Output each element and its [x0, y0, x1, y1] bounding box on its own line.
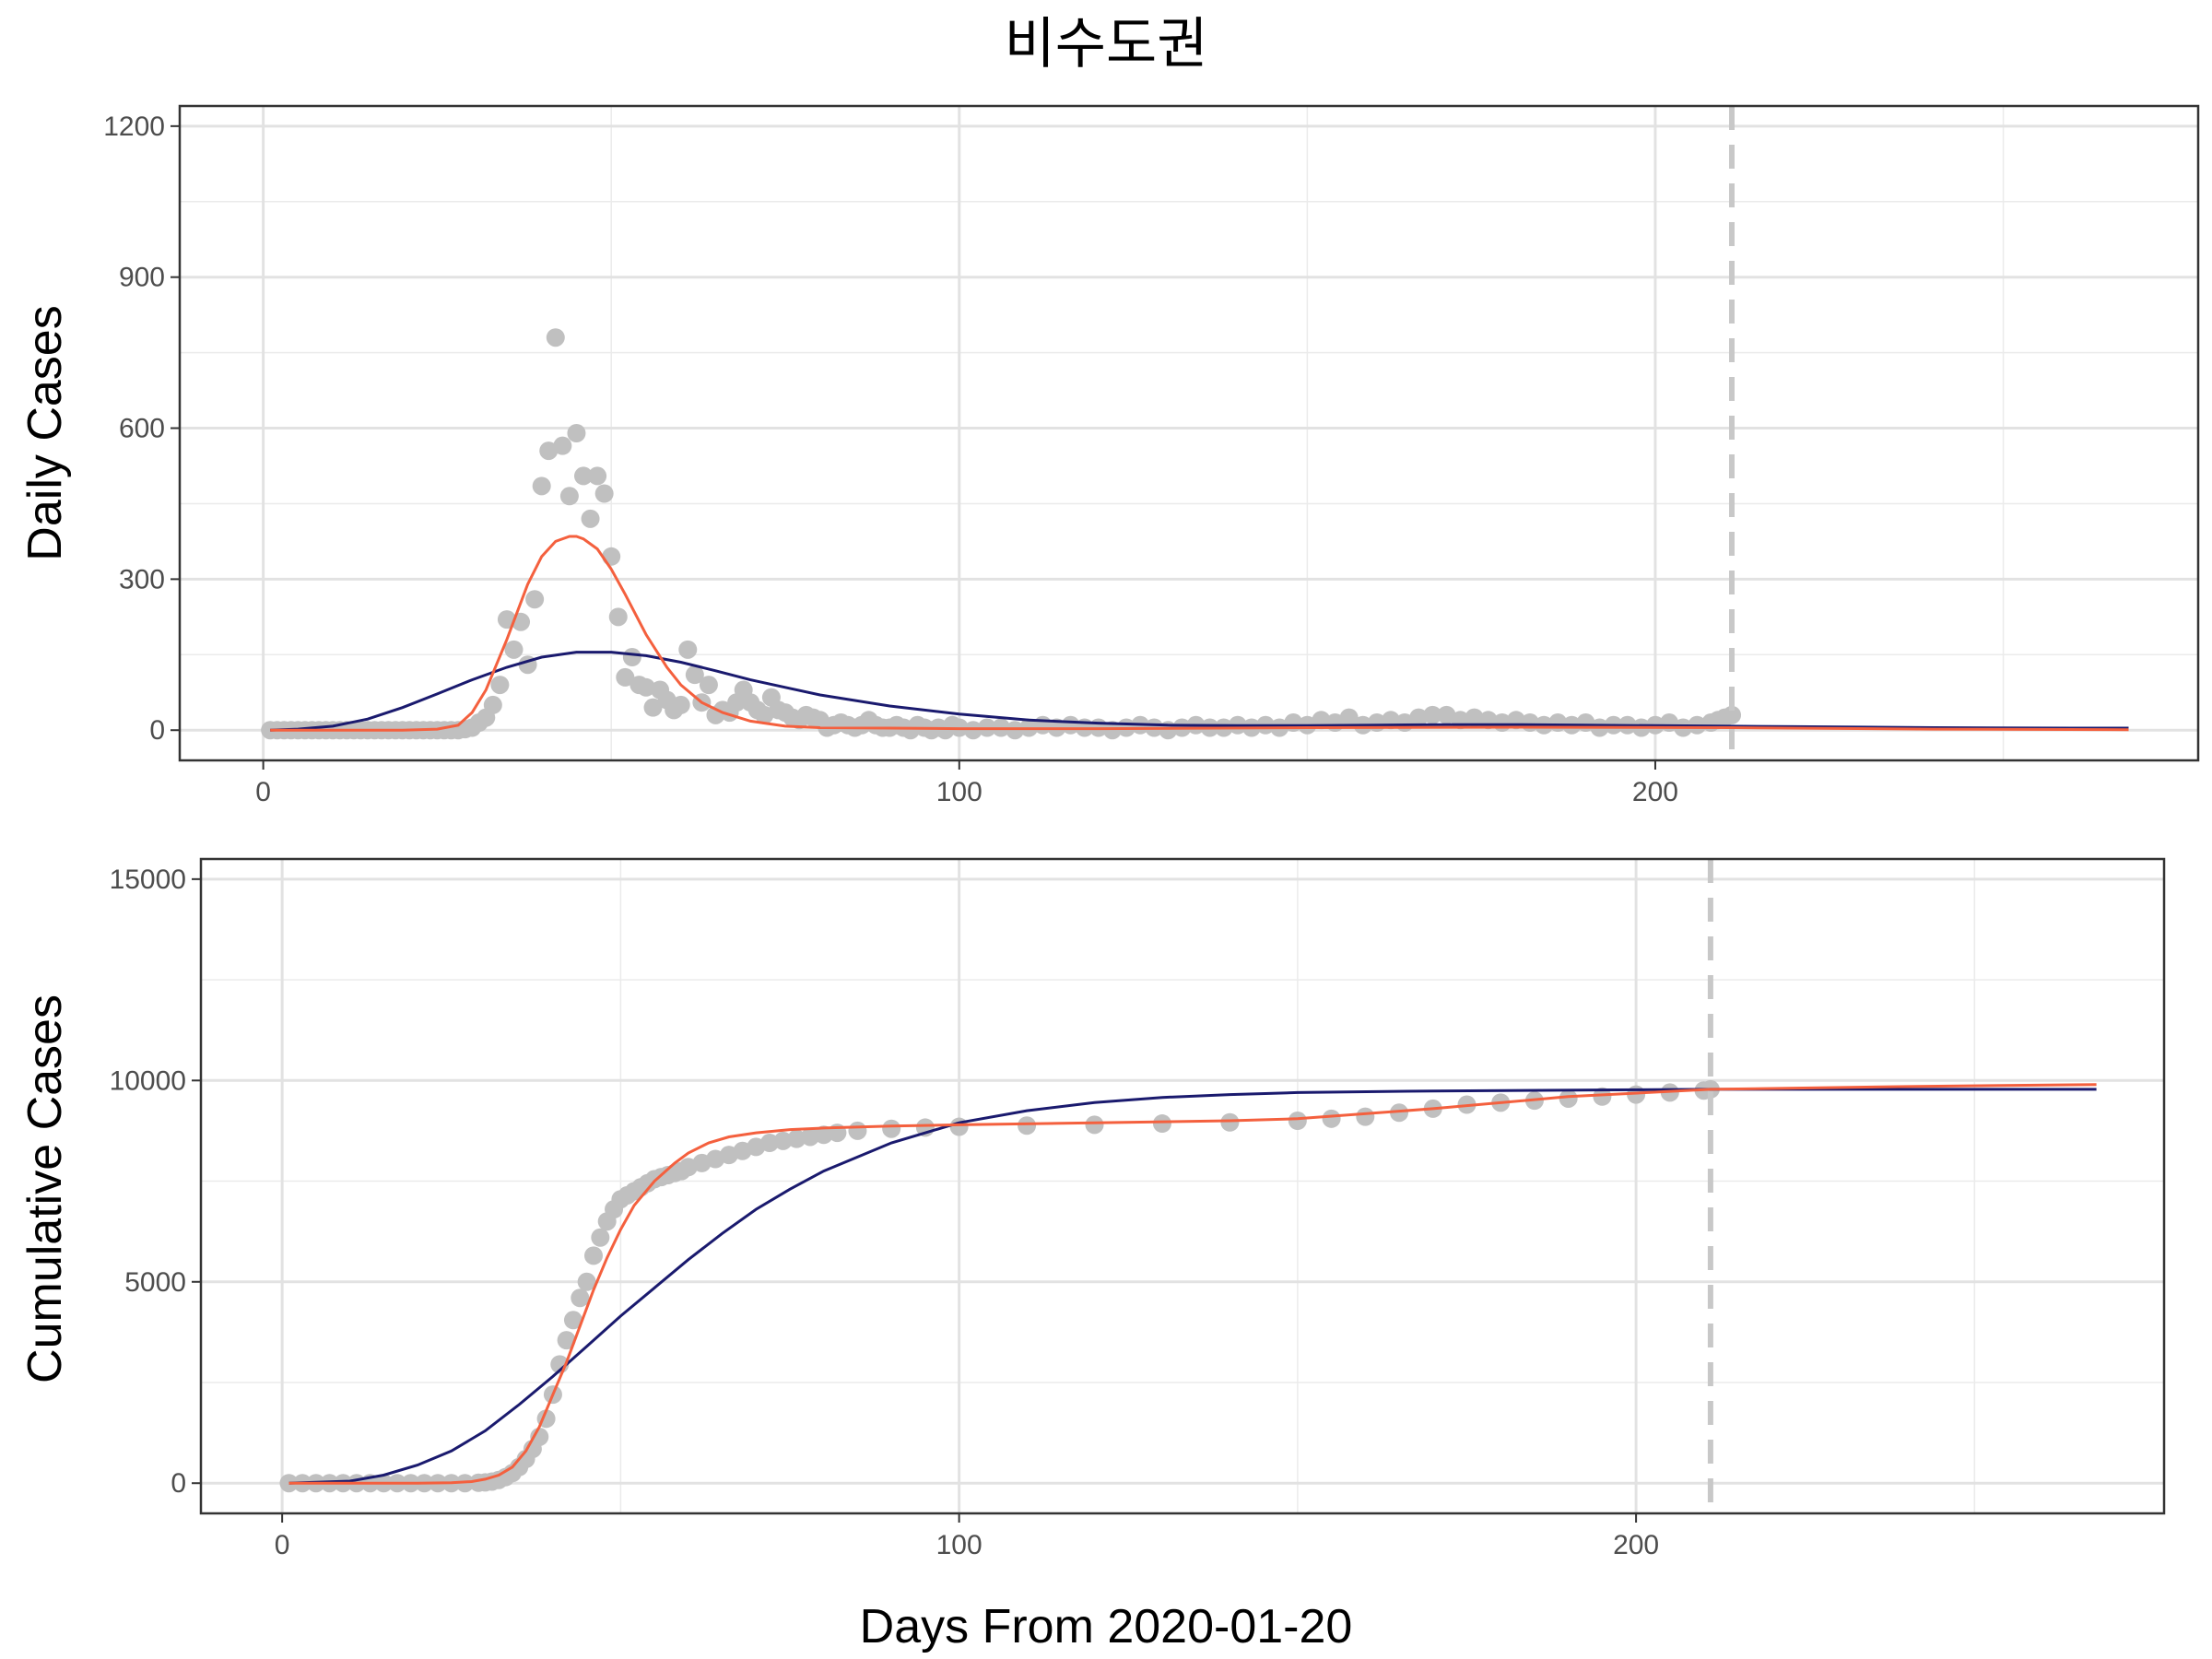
daily-data-point	[574, 466, 593, 486]
cumulative-data-point	[577, 1272, 596, 1291]
daily-data-point	[567, 424, 586, 442]
cumulative-data-point	[563, 1311, 582, 1330]
cumulative-data-point	[1152, 1114, 1171, 1134]
daily-data-point	[539, 441, 559, 461]
cumulative-x-tick-label: 200	[1613, 1530, 1659, 1560]
daily-data-point	[755, 705, 774, 724]
daily-data-point	[643, 698, 663, 717]
cumulative-data-point	[557, 1331, 576, 1350]
daily-x-tick-label: 200	[1632, 777, 1678, 807]
daily-data-point	[1102, 721, 1122, 740]
daily-data-point	[553, 436, 572, 455]
cumulative-data-point	[801, 1127, 820, 1147]
cumulative-data-point	[279, 1474, 299, 1493]
daily-y-tick-label: 1200	[103, 112, 165, 142]
cumulative-data-point	[1322, 1109, 1341, 1128]
daily-data-point	[636, 677, 655, 697]
daily-x-tick-label: 0	[255, 777, 271, 807]
daily-data-point	[483, 695, 502, 714]
daily-y-tick-label: 0	[149, 715, 165, 746]
cumulative-data-point	[814, 1125, 833, 1145]
daily-data-point	[1723, 705, 1742, 724]
cumulative-data-point	[584, 1246, 603, 1265]
daily-y-tick-label: 300	[119, 564, 165, 594]
daily-data-point	[1437, 705, 1456, 724]
cumulative-data-point	[1085, 1115, 1104, 1135]
cumulative-data-point	[1018, 1116, 1037, 1135]
cumulative-data-point	[773, 1131, 793, 1150]
daily-data-point	[532, 477, 551, 496]
cumulative-cases-panel: Cumulative Cases 0 5000 10000 15000 0 100 200	[18, 857, 2166, 1560]
daily-data-point	[525, 590, 545, 609]
cumulative-data-point	[1593, 1087, 1612, 1106]
cumulative-x-tick-label: 100	[936, 1530, 982, 1560]
cumulative-data-point	[1390, 1103, 1409, 1123]
cumulative-data-point	[1356, 1107, 1375, 1126]
daily-fit-line-navy	[270, 651, 2129, 732]
daily-data-point	[1409, 708, 1429, 727]
x-axis-label: Days From 2020-01-20	[860, 1600, 1353, 1653]
daily-panel-border	[178, 104, 2200, 762]
cumulative-fit-line-orange	[288, 1083, 2097, 1485]
cumulative-fit-line-navy	[288, 1088, 2097, 1485]
daily-data-point	[504, 640, 524, 659]
daily-data-point	[490, 676, 510, 695]
cumulative-y-tick-label: 0	[171, 1468, 186, 1499]
cumulative-data-point	[848, 1121, 867, 1140]
daily-data-point	[594, 484, 614, 503]
daily-data-point	[685, 665, 704, 685]
daily-data-point	[616, 667, 635, 687]
figure-title: 비수도권	[1005, 12, 1208, 76]
daily-data-point	[581, 509, 600, 528]
cumulative-x-tick-label: 0	[275, 1530, 290, 1560]
daily-data-point	[602, 547, 621, 566]
daily-data-point	[671, 695, 690, 714]
daily-data-point	[546, 328, 565, 347]
daily-data-point	[678, 640, 698, 659]
daily-fit-line-orange	[270, 535, 2129, 732]
daily-data-point	[559, 487, 579, 506]
daily-data-point	[608, 607, 628, 627]
daily-data-point	[963, 721, 982, 740]
daily-data-point	[1339, 708, 1359, 727]
cumulative-y-tick-label: 10000	[110, 1065, 186, 1096]
daily-data-point	[1006, 721, 1025, 740]
daily-data-point	[588, 466, 607, 486]
daily-y-tick-label: 600	[119, 414, 165, 444]
cumulative-data-point	[1220, 1112, 1240, 1132]
cumulative-y-tick-label: 5000	[124, 1267, 186, 1298]
daily-data-point	[622, 648, 641, 667]
daily-data-point	[1423, 705, 1442, 724]
daily-cases-panel: Daily Cases 0 300 600 900 1200 0 100 200	[18, 104, 2200, 807]
cumulative-y-tick-label: 15000	[110, 865, 186, 895]
cumulative-data-point	[571, 1288, 590, 1308]
daily-y-tick-label: 900	[119, 263, 165, 293]
daily-data-point	[1465, 708, 1484, 727]
cumulative-data-point	[1559, 1088, 1578, 1108]
cumulative-data-point	[591, 1228, 610, 1247]
daily-cases-y-axis-label: Daily Cases	[18, 305, 72, 560]
daily-plot-background	[180, 106, 2198, 760]
cumulative-cases-y-axis-label: Cumulative Cases	[18, 994, 72, 1383]
cumulative-panel-border	[199, 857, 2166, 1515]
cumulative-data-point	[882, 1119, 901, 1138]
cumulative-plot-background	[201, 859, 2164, 1513]
cumulative-data-point	[787, 1129, 806, 1148]
cumulative-data-point	[759, 1134, 779, 1153]
daily-data-point	[699, 676, 718, 695]
cumulative-data-point	[1288, 1112, 1307, 1130]
daily-x-tick-label: 100	[936, 777, 982, 807]
